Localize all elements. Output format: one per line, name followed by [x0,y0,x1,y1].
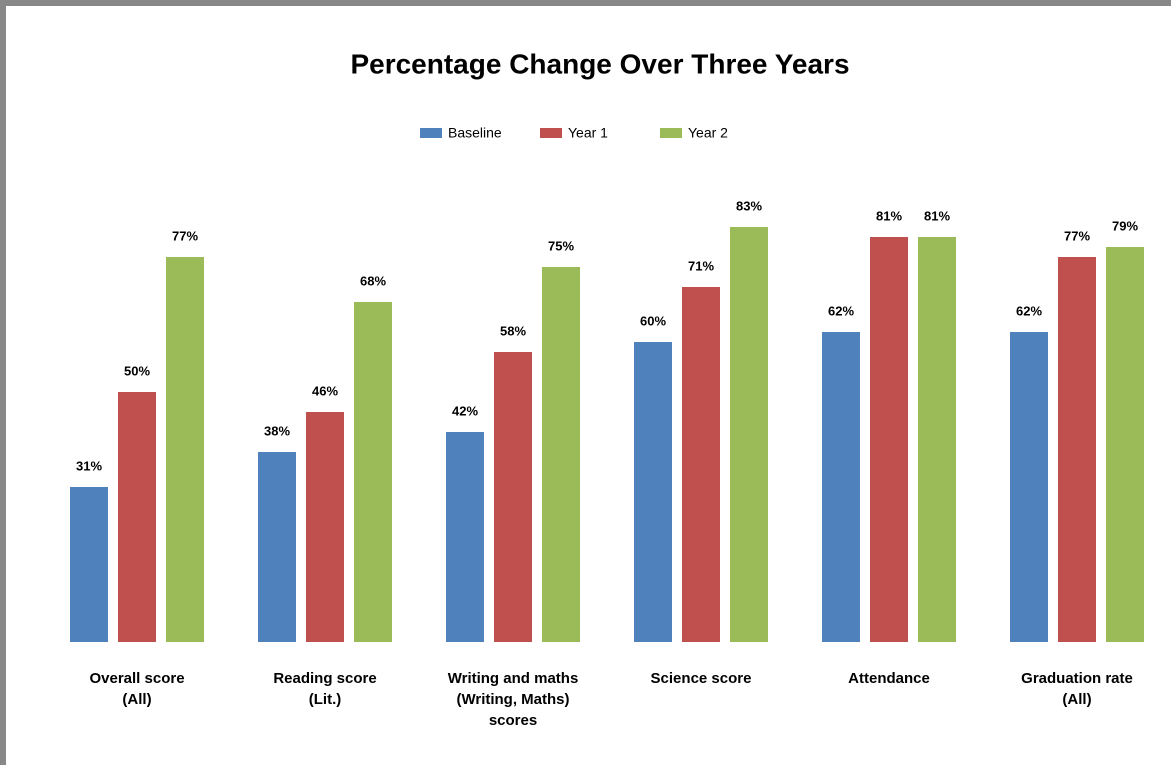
frame-left [0,0,6,765]
bar [634,342,672,642]
legend-label: Year 1 [568,125,608,141]
data-label: 62% [828,303,854,318]
bar [1010,332,1048,642]
legend-swatch [420,128,442,138]
frame-top [0,0,1171,6]
data-label: 83% [736,198,762,213]
x-tick-label: Reading score (Lit.) [273,670,377,708]
x-tick-label: Science score [650,670,752,687]
legend-label: Year 2 [688,125,728,141]
legend-swatch [660,128,682,138]
bar [542,267,580,642]
data-label: 81% [876,208,902,223]
legend-swatch [540,128,562,138]
data-label: 75% [548,238,574,253]
bar [306,412,344,642]
bar [494,352,532,642]
data-label: 31% [76,458,102,473]
data-label: 38% [264,423,290,438]
x-tick-label: Writing and maths (Writing, Maths) score… [447,670,579,729]
data-label: 58% [500,323,526,338]
data-label: 79% [1112,218,1138,233]
bar [1106,247,1144,642]
data-label: 68% [360,273,386,288]
bar [870,237,908,642]
bar [118,392,156,642]
bar [258,452,296,642]
data-label: 77% [1064,228,1090,243]
x-tick-label: Graduation rate (All) [1021,670,1133,708]
chart-title: Percentage Change Over Three Years [350,48,849,79]
bar [822,332,860,642]
data-label: 50% [124,363,150,378]
data-label: 81% [924,208,950,223]
bar [1058,257,1096,642]
data-label: 60% [640,313,666,328]
bar [166,257,204,642]
data-label: 62% [1016,303,1042,318]
bar [354,302,392,642]
bar [70,487,108,642]
legend-label: Baseline [448,125,502,141]
data-label: 46% [312,383,338,398]
data-label: 77% [172,228,198,243]
bar [918,237,956,642]
bar [682,287,720,642]
data-label: 71% [688,258,714,273]
bar [446,432,484,642]
bar [730,227,768,642]
data-label: 42% [452,403,478,418]
x-tick-label: Attendance [848,670,930,687]
x-tick-label: Overall score (All) [89,670,185,708]
